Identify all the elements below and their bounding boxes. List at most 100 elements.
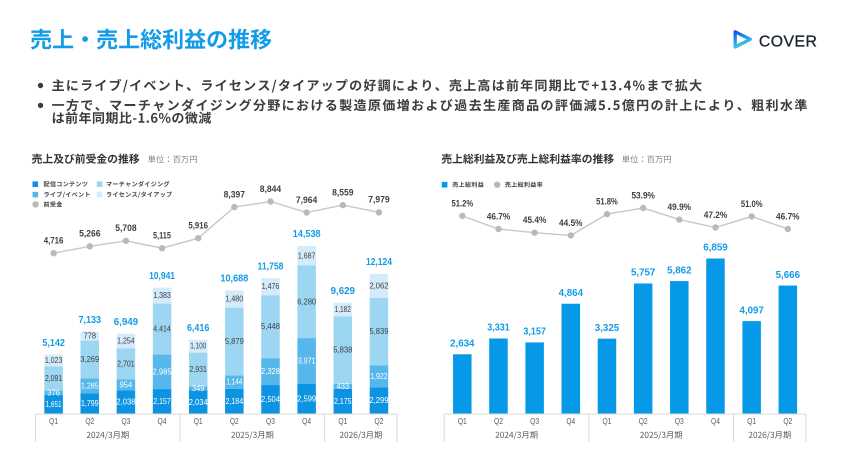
svg-text:4,414: 4,414: [153, 325, 171, 334]
svg-text:5,838: 5,838: [333, 346, 352, 355]
svg-text:2,985: 2,985: [153, 367, 172, 376]
svg-text:Q1: Q1: [49, 417, 58, 426]
svg-text:2,175: 2,175: [334, 397, 352, 406]
svg-text:5,266: 5,266: [79, 229, 100, 239]
svg-text:6,280: 6,280: [297, 297, 316, 306]
svg-text:3,325: 3,325: [595, 323, 620, 334]
svg-text:2,328: 2,328: [261, 367, 280, 376]
svg-text:4,097: 4,097: [739, 305, 764, 316]
svg-text:1,023: 1,023: [45, 356, 63, 365]
svg-text:11,758: 11,758: [258, 261, 284, 272]
svg-text:Q2: Q2: [494, 417, 503, 426]
svg-text:2,634: 2,634: [450, 338, 475, 349]
svg-text:Q4: Q4: [711, 417, 720, 426]
svg-text:46.7%: 46.7%: [776, 211, 800, 221]
svg-text:51.8%: 51.8%: [596, 197, 618, 207]
svg-text:954: 954: [120, 380, 133, 389]
svg-text:5,839: 5,839: [369, 327, 388, 336]
svg-text:5,666: 5,666: [776, 270, 801, 281]
svg-text:1,476: 1,476: [262, 282, 280, 291]
svg-text:376: 376: [47, 388, 60, 397]
svg-text:1,182: 1,182: [335, 305, 351, 314]
svg-text:51.2%: 51.2%: [451, 198, 473, 208]
svg-text:53.9%: 53.9%: [631, 190, 655, 200]
svg-text:12,124: 12,124: [366, 257, 392, 268]
svg-text:5,916: 5,916: [188, 221, 208, 231]
svg-text:1,687: 1,687: [298, 251, 316, 260]
svg-text:Q4: Q4: [158, 417, 167, 426]
svg-text:Q2: Q2: [639, 417, 648, 426]
svg-text:46.7%: 46.7%: [487, 211, 511, 221]
svg-text:45.4%: 45.4%: [523, 215, 547, 225]
svg-text:5,862: 5,862: [667, 265, 692, 276]
svg-text:8,844: 8,844: [260, 184, 282, 194]
svg-text:3,331: 3,331: [487, 323, 510, 334]
svg-text:3,269: 3,269: [80, 355, 99, 364]
svg-text:5,879: 5,879: [225, 337, 244, 346]
svg-text:5,757: 5,757: [631, 268, 656, 279]
svg-text:Q3: Q3: [675, 417, 684, 426]
svg-text:47.2%: 47.2%: [704, 210, 728, 220]
svg-text:2,038: 2,038: [116, 398, 135, 407]
svg-text:2,931: 2,931: [189, 365, 207, 374]
svg-text:51.0%: 51.0%: [741, 199, 763, 209]
svg-text:2,062: 2,062: [369, 281, 388, 290]
svg-text:9,629: 9,629: [331, 286, 356, 297]
svg-text:Q1: Q1: [338, 417, 347, 426]
svg-text:7,964: 7,964: [296, 195, 318, 205]
svg-text:10,941: 10,941: [149, 271, 175, 282]
svg-text:7,133: 7,133: [79, 315, 102, 326]
svg-text:7,979: 7,979: [368, 195, 389, 205]
svg-text:3,157: 3,157: [523, 327, 546, 338]
svg-text:2,091: 2,091: [45, 374, 63, 383]
svg-text:5,115: 5,115: [153, 231, 171, 241]
svg-text:Q1: Q1: [603, 417, 612, 426]
svg-text:COVER: COVER: [759, 33, 817, 50]
svg-text:1,799: 1,799: [81, 399, 99, 408]
svg-text:2,034: 2,034: [189, 398, 208, 407]
svg-text:1,922: 1,922: [370, 372, 388, 381]
svg-text:1,285: 1,285: [81, 381, 99, 390]
svg-text:5,448: 5,448: [261, 322, 280, 331]
svg-text:Q2: Q2: [783, 417, 792, 426]
svg-text:1,383: 1,383: [153, 291, 171, 300]
svg-text:2,599: 2,599: [297, 394, 316, 403]
svg-text:44.5%: 44.5%: [559, 218, 583, 228]
svg-text:1,254: 1,254: [117, 336, 135, 345]
svg-text:8,559: 8,559: [332, 188, 353, 198]
svg-text:4,716: 4,716: [44, 236, 64, 246]
svg-text:14,538: 14,538: [293, 229, 321, 240]
svg-text:Q1: Q1: [194, 417, 203, 426]
svg-text:Q2: Q2: [374, 417, 383, 426]
svg-text:5,708: 5,708: [115, 223, 136, 233]
svg-text:778: 778: [83, 332, 96, 341]
svg-text:10,688: 10,688: [220, 274, 248, 285]
svg-text:2,184: 2,184: [226, 397, 244, 406]
svg-text:2,299: 2,299: [369, 396, 388, 405]
svg-text:Q3: Q3: [266, 417, 275, 426]
svg-text:433: 433: [337, 382, 350, 391]
svg-text:49.9%: 49.9%: [668, 202, 692, 212]
svg-text:2,504: 2,504: [261, 395, 280, 404]
svg-text:Q4: Q4: [566, 417, 575, 426]
svg-text:1,651: 1,651: [46, 400, 62, 409]
svg-text:3,971: 3,971: [298, 357, 316, 366]
svg-text:2,157: 2,157: [153, 397, 171, 406]
svg-text:1,144: 1,144: [226, 378, 242, 387]
svg-text:6,859: 6,859: [703, 243, 728, 254]
svg-text:Q1: Q1: [458, 417, 467, 426]
svg-text:8,397: 8,397: [224, 190, 245, 200]
svg-text:6,416: 6,416: [187, 323, 210, 334]
svg-text:6,949: 6,949: [114, 317, 139, 328]
svg-text:Q4: Q4: [302, 417, 311, 426]
svg-text:1,100: 1,100: [190, 342, 206, 351]
svg-text:Q3: Q3: [121, 417, 130, 426]
svg-text:4,864: 4,864: [559, 288, 584, 299]
svg-text:Q3: Q3: [530, 417, 539, 426]
svg-text:Q2: Q2: [85, 417, 94, 426]
svg-text:Q1: Q1: [747, 417, 756, 426]
svg-text:Q2: Q2: [230, 417, 239, 426]
svg-text:1,480: 1,480: [226, 295, 244, 304]
svg-text:2,701: 2,701: [117, 359, 135, 368]
svg-text:5,142: 5,142: [42, 338, 65, 349]
